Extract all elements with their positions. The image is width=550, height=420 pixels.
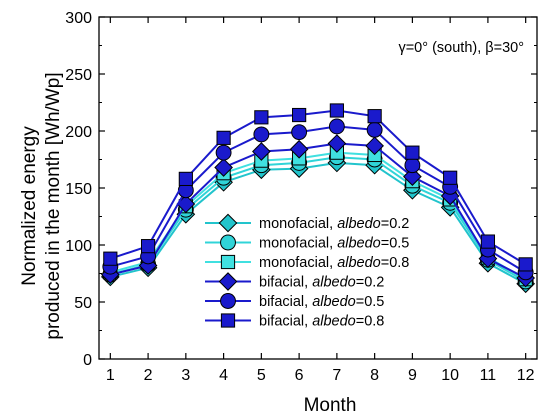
x-tick-label: 2 <box>144 367 153 384</box>
x-tick-label: 3 <box>181 367 190 384</box>
legend-item: monofacial, albedo=0.2 <box>205 213 409 233</box>
legend-marker <box>220 293 236 309</box>
x-tick-label: 12 <box>517 367 535 384</box>
data-point <box>253 126 270 143</box>
series-line <box>110 125 527 274</box>
data-point <box>518 257 533 272</box>
y-tick-label: 150 <box>65 181 92 198</box>
legend-item: bifacial, albedo=0.8 <box>205 313 384 330</box>
data-point <box>292 107 307 123</box>
chart-annotation: γ=0° (south), β=30° <box>398 40 524 56</box>
x-axis-title: Month <box>304 395 357 416</box>
legend-marker <box>218 213 238 233</box>
y-axis-title-line-1: Normalized energy <box>19 126 40 286</box>
data-point <box>252 142 271 161</box>
plot-area <box>100 103 536 294</box>
x-tick-label: 9 <box>408 367 417 384</box>
y-axis-title-group: Normalized energy produced in the month … <box>19 72 64 339</box>
y-tick-label: 100 <box>65 238 92 255</box>
series-line <box>110 142 527 279</box>
data-point <box>329 103 344 118</box>
data-point <box>404 157 421 174</box>
data-point <box>291 124 308 141</box>
data-point <box>178 171 193 186</box>
legend-label: bifacial, albedo=0.5 <box>259 294 384 310</box>
y-tick-label: 0 <box>83 352 92 369</box>
data-point <box>327 134 347 153</box>
data-point <box>443 170 458 185</box>
x-tick-label: 5 <box>257 367 266 384</box>
legend-item: monofacial, albedo=0.5 <box>205 234 409 252</box>
y-tick-label: 200 <box>65 124 92 141</box>
y-tick-label: 50 <box>74 295 92 312</box>
data-point <box>254 110 269 125</box>
x-tick-label: 4 <box>219 367 228 384</box>
legend-item: bifacial, albedo=0.2 <box>205 272 384 291</box>
data-point <box>216 130 231 145</box>
data-point <box>480 234 496 249</box>
legend: monofacial, albedo=0.2 monofacial, albedo… <box>205 213 409 330</box>
series-line <box>110 156 527 283</box>
legend-item: monofacial, albedo=0.8 <box>205 254 409 271</box>
data-point <box>215 144 232 161</box>
legend-marker <box>220 313 236 328</box>
data-point <box>214 158 233 177</box>
legend-item: bifacial, albedo=0.5 <box>205 293 384 310</box>
series-line <box>110 161 527 285</box>
x-tick-label: 7 <box>332 367 341 384</box>
legend-label: monofacial, albedo=0.8 <box>259 255 409 271</box>
data-point <box>289 139 309 159</box>
x-tick-label: 11 <box>480 367 497 384</box>
series-6 <box>103 103 533 272</box>
series-line <box>110 109 527 266</box>
x-tick-label: 6 <box>295 367 304 384</box>
x-tick-label: 1 <box>106 367 115 384</box>
legend-label: bifacial, albedo=0.8 <box>259 314 384 330</box>
data-point <box>103 251 118 266</box>
data-point <box>367 109 382 124</box>
data-point <box>366 121 383 138</box>
legend-marker <box>220 254 236 270</box>
legend-marker <box>218 272 238 291</box>
data-point <box>403 167 422 186</box>
data-point <box>365 136 384 156</box>
y-tick-label: 300 <box>65 10 92 27</box>
legend-marker <box>220 234 236 251</box>
x-tick-label: 8 <box>370 367 379 384</box>
data-point <box>405 145 420 160</box>
data-point <box>140 239 156 254</box>
y-tick-label: 250 <box>65 67 92 84</box>
legend-label: monofacial, albedo=0.5 <box>259 236 409 252</box>
legend-label: monofacial, albedo=0.2 <box>259 216 409 232</box>
y-axis-title-line-2: produced in the month [Wh/Wp] <box>43 72 64 339</box>
data-point <box>328 118 345 135</box>
x-tick-label: 10 <box>441 367 459 384</box>
legend-label: bifacial, albedo=0.2 <box>259 275 384 291</box>
